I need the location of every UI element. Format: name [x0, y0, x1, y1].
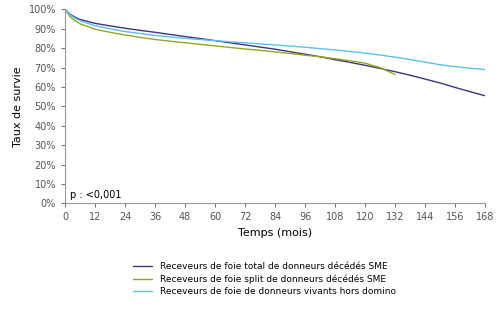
Receveurs de foie split de donneurs décédés SME: [332, 57, 338, 60]
Receveurs de foie de donneurs vivants hors domino: [482, 68, 488, 71]
Receveurs de foie total de donneurs décédés SME: [392, 70, 398, 74]
Receveurs de foie de donneurs vivants hors domino: [167, 35, 173, 39]
Receveurs de foie split de donneurs décédés SME: [377, 66, 383, 69]
Receveurs de foie split de donneurs décédés SME: [62, 8, 68, 11]
Receveurs de foie de donneurs vivants hors domino: [362, 51, 368, 55]
Receveurs de foie de donneurs vivants hors domino: [437, 63, 443, 67]
Receveurs de foie de donneurs vivants hors domino: [62, 8, 68, 11]
Receveurs de foie de donneurs vivants hors domino: [302, 45, 308, 49]
Receveurs de foie de donneurs vivants hors domino: [227, 40, 233, 44]
Receveurs de foie split de donneurs décédés SME: [67, 15, 73, 18]
Receveurs de foie total de donneurs décédés SME: [407, 73, 413, 77]
Receveurs de foie split de donneurs décédés SME: [84, 25, 90, 28]
Receveurs de foie split de donneurs décédés SME: [137, 35, 143, 39]
Receveurs de foie split de donneurs décédés SME: [392, 73, 398, 76]
Receveurs de foie de donneurs vivants hors domino: [122, 30, 128, 33]
Receveurs de foie total de donneurs décédés SME: [84, 19, 90, 23]
Receveurs de foie split de donneurs décédés SME: [107, 30, 113, 34]
Receveurs de foie total de donneurs décédés SME: [167, 33, 173, 36]
Receveurs de foie split de donneurs décédés SME: [167, 39, 173, 43]
Receveurs de foie total de donneurs décédés SME: [77, 18, 83, 21]
Receveurs de foie split de donneurs décédés SME: [272, 50, 278, 54]
Receveurs de foie total de donneurs décédés SME: [242, 43, 248, 47]
Receveurs de foie de donneurs vivants hors domino: [287, 44, 293, 48]
Receveurs de foie total de donneurs décédés SME: [362, 64, 368, 67]
Receveurs de foie de donneurs vivants hors domino: [197, 38, 203, 41]
Receveurs de foie split de donneurs décédés SME: [287, 52, 293, 55]
Receveurs de foie split de donneurs décédés SME: [72, 19, 78, 23]
Receveurs de foie total de donneurs décédés SME: [92, 22, 98, 25]
Receveurs de foie split de donneurs décédés SME: [242, 47, 248, 51]
Receveurs de foie split de donneurs décédés SME: [302, 53, 308, 57]
Receveurs de foie total de donneurs décédés SME: [377, 66, 383, 70]
Receveurs de foie total de donneurs décédés SME: [302, 52, 308, 56]
Receveurs de foie de donneurs vivants hors domino: [137, 32, 143, 35]
Receveurs de foie total de donneurs décédés SME: [452, 85, 458, 89]
Legend: Receveurs de foie total de donneurs décédés SME, Receveurs de foie split de donn: Receveurs de foie total de donneurs décé…: [132, 262, 396, 296]
Y-axis label: Taux de survie: Taux de survie: [13, 66, 23, 147]
Receveurs de foie split de donneurs décédés SME: [257, 49, 263, 52]
Receveurs de foie total de donneurs décédés SME: [62, 8, 68, 11]
Receveurs de foie total de donneurs décédés SME: [67, 13, 73, 16]
Receveurs de foie total de donneurs décédés SME: [347, 60, 353, 64]
Receveurs de foie de donneurs vivants hors domino: [347, 50, 353, 54]
Receveurs de foie de donneurs vivants hors domino: [67, 13, 73, 17]
Receveurs de foie split de donneurs décédés SME: [197, 43, 203, 46]
Receveurs de foie de donneurs vivants hors domino: [107, 27, 113, 31]
Receveurs de foie de donneurs vivants hors domino: [422, 60, 428, 64]
Receveurs de foie total de donneurs décédés SME: [272, 47, 278, 51]
Receveurs de foie total de donneurs décédés SME: [317, 55, 323, 59]
X-axis label: Temps (mois): Temps (mois): [238, 228, 312, 238]
Receveurs de foie total de donneurs décédés SME: [287, 50, 293, 54]
Receveurs de foie total de donneurs décédés SME: [422, 77, 428, 81]
Receveurs de foie de donneurs vivants hors domino: [407, 58, 413, 61]
Receveurs de foie de donneurs vivants hors domino: [92, 24, 98, 28]
Receveurs de foie de donneurs vivants hors domino: [242, 41, 248, 45]
Receveurs de foie total de donneurs décédés SME: [107, 24, 113, 28]
Receveurs de foie de donneurs vivants hors domino: [272, 43, 278, 47]
Receveurs de foie split de donneurs décédés SME: [122, 33, 128, 37]
Receveurs de foie total de donneurs décédés SME: [152, 30, 158, 34]
Receveurs de foie de donneurs vivants hors domino: [377, 53, 383, 57]
Receveurs de foie de donneurs vivants hors domino: [257, 42, 263, 46]
Line: Receveurs de foie total de donneurs décédés SME: Receveurs de foie total de donneurs décé…: [65, 9, 485, 96]
Receveurs de foie de donneurs vivants hors domino: [212, 39, 218, 43]
Receveurs de foie total de donneurs décédés SME: [197, 37, 203, 40]
Receveurs de foie de donneurs vivants hors domino: [72, 16, 78, 20]
Receveurs de foie de donneurs vivants hors domino: [84, 22, 90, 25]
Receveurs de foie split de donneurs décédés SME: [152, 38, 158, 41]
Receveurs de foie split de donneurs décédés SME: [77, 22, 83, 26]
Receveurs de foie de donneurs vivants hors domino: [77, 19, 83, 23]
Receveurs de foie de donneurs vivants hors domino: [182, 36, 188, 40]
Receveurs de foie total de donneurs décédés SME: [122, 26, 128, 30]
Receveurs de foie split de donneurs décédés SME: [92, 27, 98, 31]
Receveurs de foie total de donneurs décédés SME: [482, 94, 488, 98]
Receveurs de foie total de donneurs décédés SME: [227, 41, 233, 45]
Receveurs de foie split de donneurs décédés SME: [362, 61, 368, 65]
Receveurs de foie de donneurs vivants hors domino: [317, 47, 323, 50]
Receveurs de foie split de donneurs décédés SME: [212, 44, 218, 48]
Receveurs de foie de donneurs vivants hors domino: [152, 33, 158, 37]
Receveurs de foie split de donneurs décédés SME: [347, 59, 353, 63]
Receveurs de foie total de donneurs décédés SME: [332, 58, 338, 62]
Receveurs de foie total de donneurs décédés SME: [182, 35, 188, 38]
Receveurs de foie total de donneurs décédés SME: [137, 28, 143, 32]
Receveurs de foie total de donneurs décédés SME: [72, 15, 78, 19]
Receveurs de foie split de donneurs décédés SME: [182, 41, 188, 45]
Text: p : <0,001: p : <0,001: [70, 190, 122, 200]
Receveurs de foie split de donneurs décédés SME: [227, 46, 233, 49]
Receveurs de foie total de donneurs décédés SME: [257, 45, 263, 49]
Receveurs de foie de donneurs vivants hors domino: [332, 48, 338, 52]
Receveurs de foie de donneurs vivants hors domino: [452, 65, 458, 69]
Receveurs de foie de donneurs vivants hors domino: [392, 55, 398, 59]
Line: Receveurs de foie de donneurs vivants hors domino: Receveurs de foie de donneurs vivants ho…: [65, 9, 485, 69]
Receveurs de foie total de donneurs décédés SME: [212, 39, 218, 43]
Line: Receveurs de foie split de donneurs décédés SME: Receveurs de foie split de donneurs décé…: [65, 9, 395, 74]
Receveurs de foie de donneurs vivants hors domino: [467, 66, 473, 70]
Receveurs de foie total de donneurs décédés SME: [437, 81, 443, 85]
Receveurs de foie total de donneurs décédés SME: [467, 90, 473, 94]
Receveurs de foie split de donneurs décédés SME: [317, 55, 323, 59]
